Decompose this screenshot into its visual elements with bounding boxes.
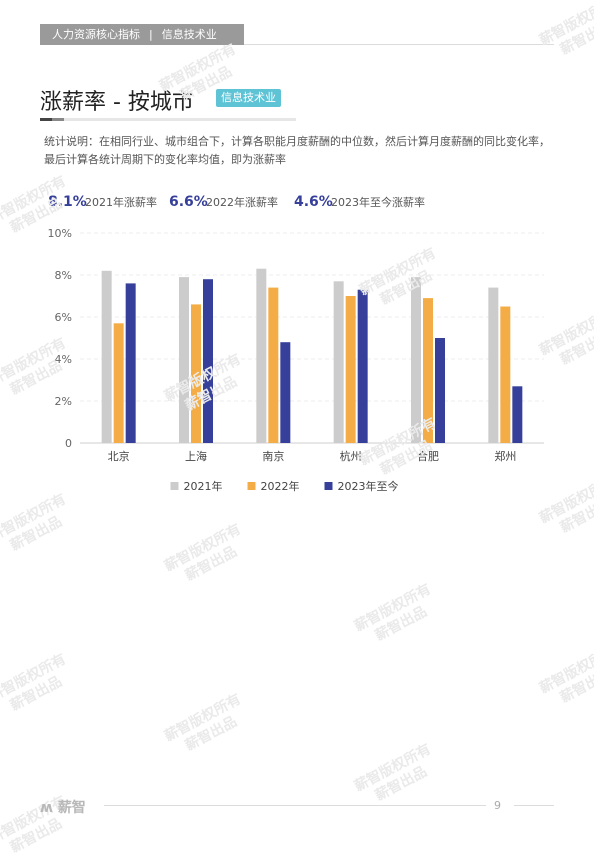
legend-label: 2022年 bbox=[261, 479, 300, 493]
bar bbox=[203, 279, 213, 443]
legend-swatch bbox=[324, 482, 333, 490]
x-tick-label: 郑州 bbox=[494, 449, 516, 463]
watermark: 薪智版权所有 薪智出品 bbox=[0, 491, 69, 555]
summary-label: 2022年涨薪率 bbox=[206, 195, 278, 209]
bar bbox=[268, 287, 279, 443]
title-underline-accent bbox=[40, 118, 52, 121]
legend-label: 2021年 bbox=[184, 479, 223, 493]
x-tick-label: 北京 bbox=[108, 449, 130, 463]
y-tick-label: 2% bbox=[55, 395, 72, 408]
header-tab: 人力资源核心指标 | 信息技术业 bbox=[40, 24, 244, 45]
header-rule bbox=[244, 44, 554, 45]
legend-label: 2023年至今 bbox=[338, 479, 399, 493]
bar bbox=[179, 277, 189, 443]
chart-card: 8.1% 2021年涨薪率 6.6% 2022年涨薪率 4.6% 2023年至今涨薪率 0 2… bbox=[40, 180, 554, 512]
summary-value: 4.6% bbox=[294, 194, 333, 210]
logo-mark-icon: ʍ bbox=[40, 800, 58, 816]
bar bbox=[357, 289, 368, 443]
bar bbox=[411, 277, 421, 443]
title-underline-accent-2 bbox=[52, 118, 64, 121]
bar bbox=[113, 323, 124, 443]
y-tick-label: 10% bbox=[48, 227, 72, 240]
summary-label: 2021年涨薪率 bbox=[85, 195, 157, 209]
header-industry: 信息技术业 bbox=[161, 28, 217, 41]
industry-badge: 信息技术业 bbox=[216, 89, 281, 107]
footer-logo-text: 薪智 bbox=[57, 800, 86, 816]
footer-rule bbox=[104, 805, 486, 806]
watermark: 薪智版权所有 薪智出品 bbox=[161, 691, 244, 755]
watermark: 薪智版权所有 薪智出品 bbox=[351, 741, 434, 805]
watermark: 薪智版权所有 薪智出品 bbox=[161, 521, 244, 585]
bar bbox=[435, 338, 445, 443]
watermark: 薪智版权所有 薪智出品 bbox=[536, 643, 594, 707]
bar bbox=[191, 304, 201, 443]
x-tick-label: 杭州 bbox=[340, 449, 362, 463]
bar bbox=[500, 306, 511, 443]
y-tick-label: 0 bbox=[65, 437, 72, 450]
title-underline bbox=[40, 118, 296, 121]
watermark: 薪智版权所有 薪智出品 bbox=[536, 0, 594, 59]
x-tick-label: 合肥 bbox=[417, 449, 439, 463]
summary-value: 6.6% bbox=[169, 194, 208, 210]
description-text: 统计说明：在相同行业、城市组合下，计算各职能月度薪酬的中位数，然后计算月度薪酬的… bbox=[44, 135, 550, 166]
y-tick-label: 4% bbox=[55, 353, 72, 366]
header-separator: | bbox=[149, 28, 153, 41]
footer-logo: ʍ 薪智 bbox=[40, 797, 86, 817]
y-tick-label: 6% bbox=[55, 311, 72, 324]
page-title: 涨薪率 - 按城市 bbox=[40, 90, 194, 115]
bar bbox=[256, 268, 267, 443]
bar bbox=[423, 298, 433, 443]
bar bbox=[280, 342, 291, 443]
legend-swatch bbox=[170, 482, 179, 490]
watermark: 薪智版权所有 薪智出品 bbox=[0, 651, 69, 715]
summary-label: 2023年至今涨薪率 bbox=[331, 195, 425, 209]
bar bbox=[512, 386, 523, 443]
header-section: 人力资源核心指标 bbox=[52, 28, 140, 41]
bar bbox=[125, 283, 136, 443]
x-tick-label: 上海 bbox=[185, 449, 207, 463]
legend-swatch bbox=[247, 482, 256, 490]
footer-rule-right bbox=[514, 805, 554, 806]
watermark: 薪智版权所有 薪智出品 bbox=[351, 581, 434, 645]
bar bbox=[333, 281, 344, 443]
bar-chart: 8.1%2021年涨薪率 6.6%2022年涨薪率 4.6%2023年至今涨薪率 0 2… bbox=[48, 194, 544, 493]
summary-value: 8.1% bbox=[48, 194, 87, 210]
bar bbox=[488, 287, 499, 443]
bar bbox=[345, 296, 356, 443]
y-tick-label: 8% bbox=[55, 269, 72, 282]
page-number: 9 bbox=[494, 799, 501, 812]
bar bbox=[101, 270, 112, 443]
x-tick-label: 南京 bbox=[262, 449, 284, 463]
